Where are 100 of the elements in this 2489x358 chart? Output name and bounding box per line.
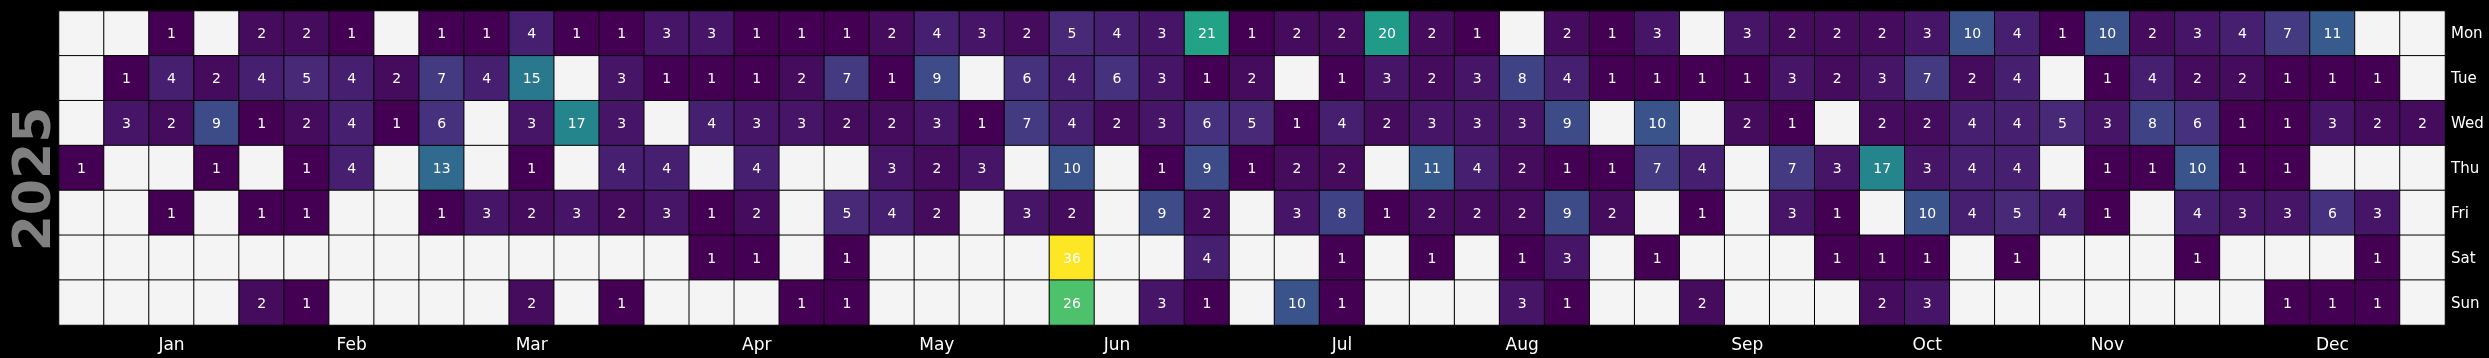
data-label: 2: [1787, 25, 1797, 42]
data-label: 9: [1157, 204, 1167, 221]
data-label: 1: [2282, 160, 2292, 176]
data-label: 1: [2102, 70, 2112, 87]
data-label: 1: [2327, 70, 2337, 87]
data-label: 13: [432, 160, 451, 176]
data-label: 4: [662, 160, 672, 176]
data-label: 4: [707, 115, 717, 132]
data-label: 1: [1427, 249, 1437, 266]
x-tick-label: Sep: [1731, 333, 1764, 354]
data-label: 6: [437, 115, 447, 132]
data-label: 2: [1517, 204, 1527, 221]
data-label: 1: [977, 115, 987, 132]
data-label: 2: [527, 204, 537, 221]
data-label: 1: [707, 204, 717, 221]
data-label: 10: [1918, 204, 1937, 221]
data-label: 1: [707, 249, 717, 266]
data-label: 4: [1967, 115, 1977, 132]
data-label: 4: [2147, 70, 2157, 87]
data-label: 3: [1742, 25, 1752, 42]
data-label: 2: [1112, 115, 1122, 132]
data-label: 1: [2192, 249, 2202, 266]
data-label: 1: [2282, 115, 2292, 132]
data-label: 1: [1922, 249, 1932, 266]
data-label: 3: [752, 115, 762, 132]
data-label: 1: [752, 25, 762, 42]
data-label: 3: [617, 115, 627, 132]
data-label: 5: [302, 70, 312, 87]
data-label: 4: [1967, 160, 1977, 176]
data-label: 4: [2012, 160, 2022, 176]
data-label: 7: [842, 70, 852, 87]
y-tick-label: Fri: [2451, 203, 2469, 222]
data-label: 9: [1202, 160, 1212, 176]
data-label: 4: [1967, 204, 1977, 221]
data-label: 1: [392, 115, 402, 132]
data-label: 1: [212, 160, 222, 176]
data-label: 1: [1562, 294, 1572, 311]
data-label: 6: [1022, 70, 1032, 87]
data-label: 2: [1562, 25, 1572, 42]
y-tick-label: Tue: [2450, 69, 2477, 88]
data-label: 2: [527, 294, 537, 311]
data-label: 3: [1382, 70, 1392, 87]
data-label: 1: [1607, 25, 1617, 42]
data-label: 4: [2192, 204, 2202, 221]
data-label: 1: [1697, 204, 1707, 221]
data-label: 2: [1292, 160, 1302, 176]
data-label: 9: [932, 70, 942, 87]
data-label: 2: [797, 70, 807, 87]
data-label: 11: [1423, 160, 1441, 176]
data-label: 5: [842, 204, 852, 221]
data-label: 1: [1202, 70, 1212, 87]
data-label: 2: [167, 115, 177, 132]
data-label: 3: [482, 204, 492, 221]
data-label: 1: [437, 204, 447, 221]
data-label: 2: [887, 25, 897, 42]
x-tick-label: Mar: [515, 333, 548, 354]
data-label: 1: [1562, 160, 1572, 176]
data-label: 1: [2282, 294, 2292, 311]
data-label: 1: [2237, 160, 2247, 176]
data-label: 3: [1787, 204, 1797, 221]
y-tick-label: Thu: [2450, 159, 2480, 177]
data-label: 2: [302, 115, 312, 132]
data-label: 1: [437, 25, 447, 42]
data-label: 5: [2012, 204, 2022, 221]
data-label: 1: [2057, 25, 2067, 42]
data-label: 1: [2012, 249, 2022, 266]
data-label: 3: [1562, 249, 1572, 266]
data-label: 3: [1157, 115, 1167, 132]
y-tick-label: Sun: [2451, 293, 2480, 312]
data-label: 4: [167, 70, 177, 87]
data-label: 15: [522, 70, 541, 87]
data-label: 1: [842, 249, 852, 266]
data-label: 3: [887, 160, 897, 176]
x-tick-label: Oct: [1912, 333, 1943, 354]
data-label: 2: [1427, 204, 1437, 221]
data-label: 2: [1337, 160, 1347, 176]
data-label: 9: [212, 115, 222, 132]
data-label: 4: [1697, 160, 1707, 176]
y-tick-label: Wed: [2451, 114, 2484, 133]
data-label: 7: [1922, 70, 1932, 87]
data-label: 2: [1877, 25, 1887, 42]
data-label: 4: [932, 25, 942, 42]
data-label: 2: [1967, 70, 1977, 87]
data-label: 3: [122, 115, 131, 132]
data-label: 3: [617, 70, 627, 87]
data-label: 3: [1652, 25, 1662, 42]
data-label: 3: [1517, 115, 1527, 132]
data-label: 10: [1963, 25, 1982, 42]
data-label: 4: [1562, 70, 1572, 87]
data-label: 2: [257, 25, 267, 42]
data-label: 2: [752, 204, 762, 221]
data-label: 10: [2098, 25, 2117, 42]
data-label: 1: [1517, 249, 1527, 266]
data-label: 4: [1067, 115, 1077, 132]
data-label: 3: [1472, 115, 1482, 132]
data-label: 3: [572, 204, 582, 221]
data-label: 20: [1378, 25, 1396, 42]
data-label: 3: [2327, 115, 2337, 132]
data-label: 4: [2012, 70, 2022, 87]
data-label: 4: [887, 204, 897, 221]
